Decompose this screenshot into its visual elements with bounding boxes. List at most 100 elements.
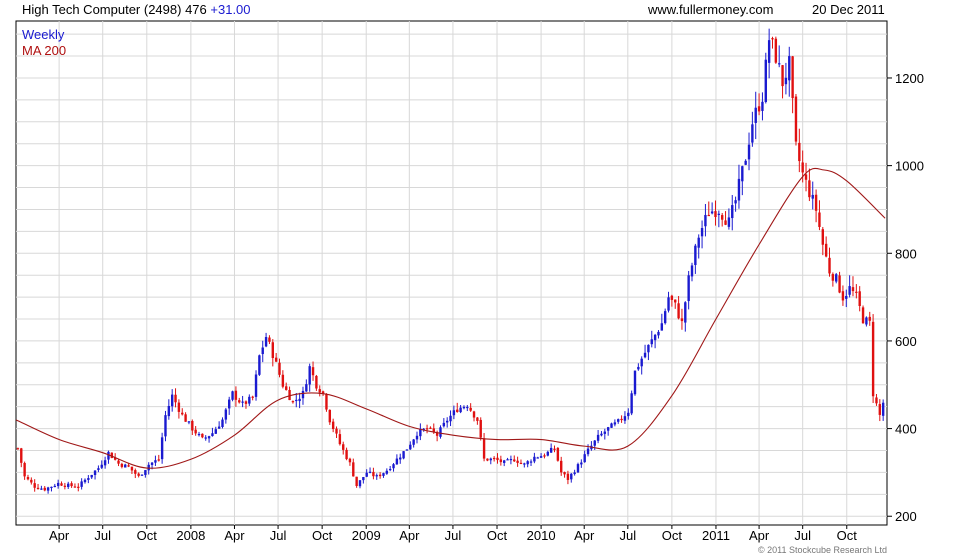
candle-body xyxy=(137,473,140,476)
candle-body xyxy=(821,229,825,245)
candle-body xyxy=(556,447,560,461)
candle-body xyxy=(311,367,315,376)
candle-body xyxy=(771,38,774,40)
candle-body xyxy=(496,457,499,461)
candle-body xyxy=(878,404,882,415)
candle-body xyxy=(103,460,107,466)
candle-body xyxy=(456,409,459,412)
candle-body xyxy=(737,178,741,201)
candle-body xyxy=(295,399,298,402)
candle-body xyxy=(224,409,228,420)
candle-body xyxy=(751,124,754,143)
candle-body xyxy=(630,393,633,414)
candle-body xyxy=(784,77,788,85)
candle-body xyxy=(318,389,321,393)
candle-body xyxy=(640,358,643,367)
candle-body xyxy=(734,200,737,204)
candle-body xyxy=(345,449,348,460)
candle-body xyxy=(113,457,117,460)
candle-body xyxy=(258,355,261,375)
candle-body xyxy=(741,166,744,182)
candle-body xyxy=(83,479,87,483)
candle-body xyxy=(549,447,553,453)
candle-body xyxy=(214,429,217,434)
candle-body xyxy=(399,457,402,460)
candle-body xyxy=(241,401,244,403)
candle-body xyxy=(720,215,724,220)
candle-body xyxy=(244,401,248,404)
candle-body xyxy=(107,451,110,460)
candle-body xyxy=(372,471,375,477)
candle-body xyxy=(355,476,358,486)
candle-body xyxy=(674,299,677,303)
candle-body xyxy=(412,439,415,445)
candle-body xyxy=(264,337,268,347)
candle-body xyxy=(117,460,120,464)
candle-body xyxy=(271,342,274,359)
candle-body xyxy=(53,485,57,488)
candle-body xyxy=(238,400,241,403)
candle-body xyxy=(46,487,50,491)
candle-body xyxy=(543,455,546,457)
candle-body xyxy=(147,464,150,471)
candle-body xyxy=(204,437,207,439)
candle-body xyxy=(274,357,278,362)
candle-body xyxy=(801,162,804,173)
candle-body xyxy=(767,40,771,63)
candle-body xyxy=(268,337,271,342)
candle-body xyxy=(382,473,385,476)
candle-body xyxy=(617,419,620,422)
candle-body xyxy=(378,474,382,477)
candle-body xyxy=(667,297,670,311)
candle-body xyxy=(482,438,486,459)
candle-body xyxy=(529,461,533,463)
candle-body xyxy=(174,394,177,403)
candle-body xyxy=(419,428,422,437)
y-tick-label: 800 xyxy=(895,246,917,261)
candle-body xyxy=(328,409,332,423)
candle-body xyxy=(865,317,868,325)
candle-body xyxy=(610,423,613,428)
candle-body xyxy=(851,287,855,292)
y-tick-label: 400 xyxy=(895,422,917,437)
candle-body xyxy=(388,468,392,471)
candle-body xyxy=(757,106,761,112)
x-tick-label: Jul xyxy=(94,528,111,543)
candle-body xyxy=(140,474,144,476)
candle-body xyxy=(251,396,254,398)
candle-body xyxy=(415,435,419,440)
candle-body xyxy=(533,456,536,462)
candle-body xyxy=(60,483,63,486)
candle-body xyxy=(855,291,858,293)
candle-body xyxy=(33,483,36,488)
candle-body xyxy=(321,391,325,394)
candle-body xyxy=(100,464,103,468)
candle-body xyxy=(871,321,875,397)
candle-body xyxy=(623,416,627,421)
candle-body xyxy=(254,374,258,397)
candle-body xyxy=(231,391,234,400)
candle-body xyxy=(181,412,184,415)
candle-body xyxy=(281,374,285,387)
candle-body xyxy=(301,390,305,399)
candle-body xyxy=(439,427,442,437)
candle-body xyxy=(845,295,848,299)
candle-body xyxy=(184,414,187,422)
candle-body xyxy=(818,212,821,227)
candle-body xyxy=(43,487,46,491)
candle-body xyxy=(187,421,191,423)
candle-body xyxy=(553,448,556,450)
candle-body xyxy=(335,428,338,434)
candle-body xyxy=(449,415,452,422)
candle-body xyxy=(868,316,871,321)
source-link[interactable]: www.fullermoney.com xyxy=(648,2,774,17)
candle-body xyxy=(227,399,231,409)
candle-body xyxy=(835,274,838,282)
candle-body xyxy=(513,459,516,462)
ma-200-path xyxy=(15,167,886,469)
candle-body xyxy=(365,472,368,477)
candle-body xyxy=(828,257,831,274)
price-change: +31.00 xyxy=(210,2,251,17)
candle-body xyxy=(811,194,814,199)
x-tick-label: Oct xyxy=(487,528,508,543)
